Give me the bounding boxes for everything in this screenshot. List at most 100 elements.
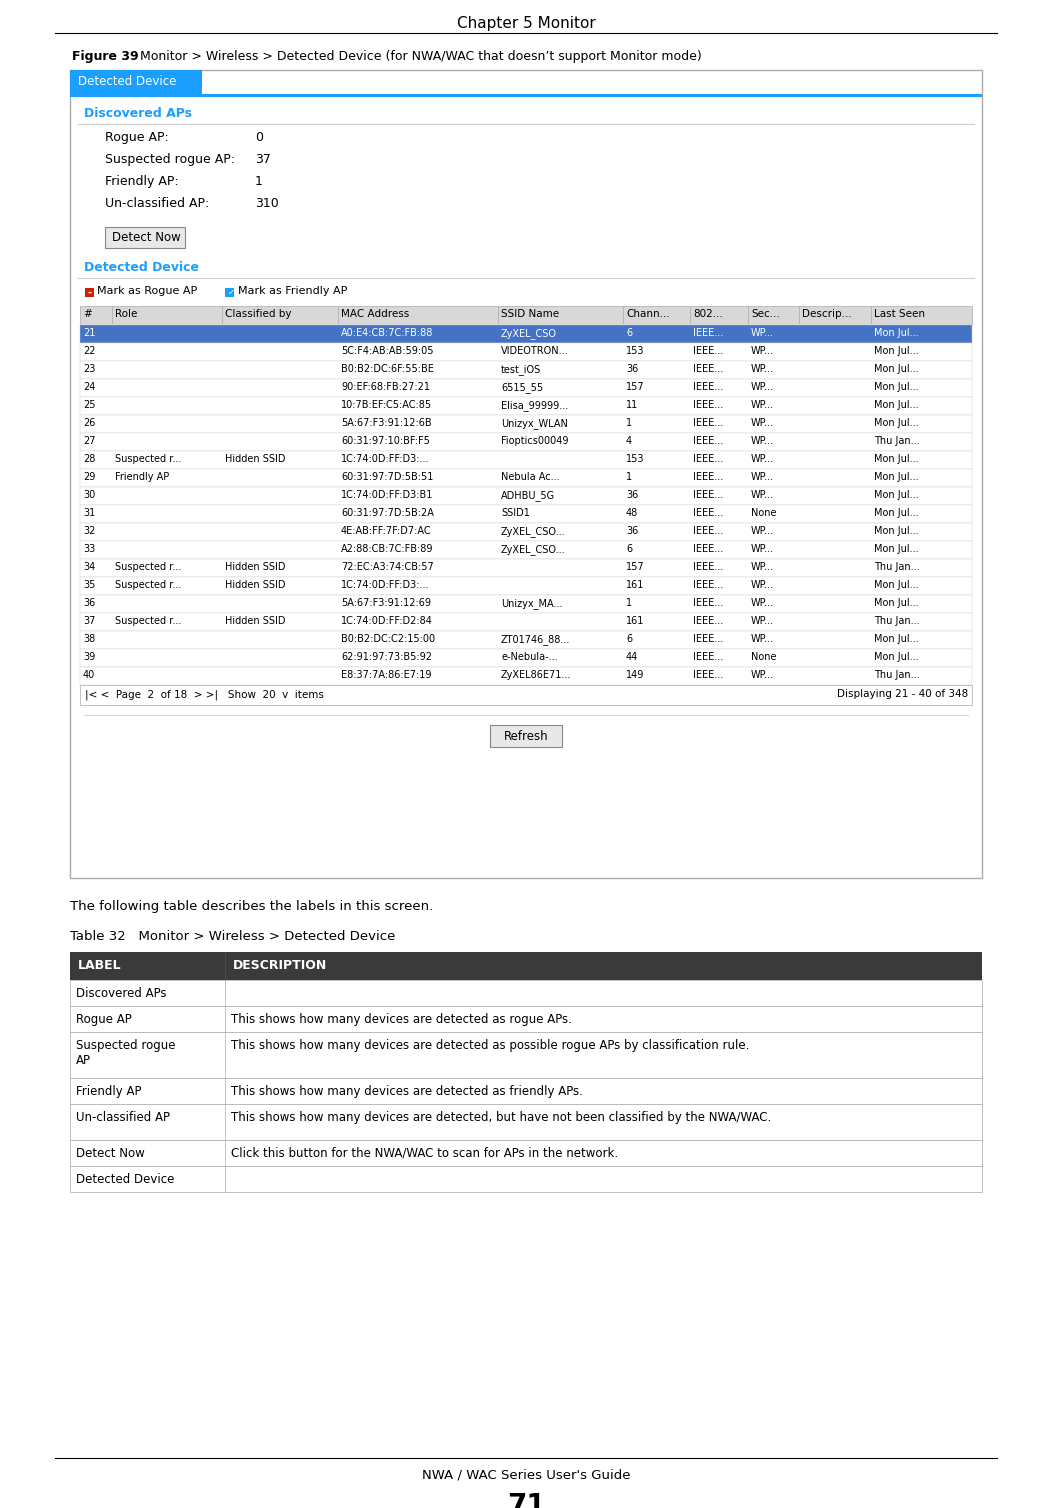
Text: 26: 26 [83,418,96,428]
Text: 25: 25 [83,400,96,410]
Bar [80,326,972,342]
Text: 157: 157 [626,382,645,392]
Text: Mon Jul...: Mon Jul... [874,544,918,553]
Text: 1: 1 [626,472,632,483]
Text: The following table describes the labels in this screen.: The following table describes the labels… [70,900,433,912]
Text: IEEE...: IEEE... [693,615,724,626]
Text: Mon Jul...: Mon Jul... [874,345,918,356]
Text: 28: 28 [83,454,96,464]
Text: Friendly AP: Friendly AP [76,1084,142,1098]
Text: Fioptics00049: Fioptics00049 [501,436,568,446]
Bar [80,559,972,578]
Text: IEEE...: IEEE... [693,418,724,428]
Text: 11: 11 [626,400,639,410]
Text: 24: 24 [83,382,96,392]
Text: 35: 35 [83,581,96,590]
Text: Table 32   Monitor > Wireless > Detected Device: Table 32 Monitor > Wireless > Detected D… [70,930,396,942]
Text: Detected Device: Detected Device [84,261,199,274]
Text: WP...: WP... [751,526,774,535]
Text: IEEE...: IEEE... [693,508,724,519]
Text: 5C:F4:AB:AB:59:05: 5C:F4:AB:AB:59:05 [341,345,433,356]
Text: 33: 33 [83,544,96,553]
Text: 60:31:97:7D:5B:51: 60:31:97:7D:5B:51 [341,472,433,483]
Text: e-Nebula-...: e-Nebula-... [501,651,558,662]
Text: WP...: WP... [751,670,774,680]
Text: 62:91:97:73:B5:92: 62:91:97:73:B5:92 [341,651,432,662]
Text: Unizyx_WLAN: Unizyx_WLAN [501,418,568,428]
Bar [80,433,972,451]
Text: Mon Jul...: Mon Jul... [874,418,918,428]
Text: 32: 32 [83,526,96,535]
Text: Rogue AP: Rogue AP [76,1013,132,1025]
Text: Mon Jul...: Mon Jul... [874,651,918,662]
Text: 21: 21 [83,329,96,338]
Text: Mon Jul...: Mon Jul... [874,599,918,608]
Text: 6: 6 [626,544,632,553]
Text: Mon Jul...: Mon Jul... [874,472,918,483]
Text: 149: 149 [626,670,645,680]
Text: Suspected rogue AP:: Suspected rogue AP: [105,152,235,166]
Text: SSID1: SSID1 [501,508,530,519]
Text: SSID Name: SSID Name [501,309,559,320]
Text: Discovered APs: Discovered APs [84,107,193,121]
Text: 1C:74:0D:FF:D3:...: 1C:74:0D:FF:D3:... [341,454,429,464]
Text: Displaying 21 - 40 of 348: Displaying 21 - 40 of 348 [836,689,968,700]
Text: WP...: WP... [751,615,774,626]
Text: ADHBU_5G: ADHBU_5G [501,490,555,501]
Bar [85,288,94,297]
Text: MAC Address: MAC Address [341,309,409,320]
Bar [80,360,972,379]
Text: LABEL: LABEL [78,959,122,973]
Text: 71: 71 [507,1491,545,1508]
Text: WP...: WP... [751,363,774,374]
Bar [80,487,972,505]
Text: ZyXEL_CSO...: ZyXEL_CSO... [501,526,566,537]
Text: Suspected rogue: Suspected rogue [76,1039,176,1053]
Bar [80,685,972,706]
Text: Un-classified AP:: Un-classified AP: [105,198,209,210]
Text: test_iOS: test_iOS [501,363,541,375]
Text: VIDEOTRON...: VIDEOTRON... [501,345,569,356]
Text: 22: 22 [83,345,96,356]
Text: 10:7B:EF:C5:AC:85: 10:7B:EF:C5:AC:85 [341,400,432,410]
Text: 44: 44 [626,651,639,662]
Text: This shows how many devices are detected as rogue APs.: This shows how many devices are detected… [231,1013,572,1025]
Text: 1: 1 [626,418,632,428]
Text: 30: 30 [83,490,96,501]
Bar [70,1104,982,1140]
Text: 38: 38 [83,633,96,644]
Text: Mon Jul...: Mon Jul... [874,454,918,464]
Text: 1C:74:0D:FF:D2:84: 1C:74:0D:FF:D2:84 [341,615,432,626]
Text: 0: 0 [255,131,263,143]
Bar [80,379,972,397]
Bar [70,1078,982,1104]
Text: IEEE...: IEEE... [693,472,724,483]
Bar [70,1166,982,1191]
Text: Mon Jul...: Mon Jul... [874,526,918,535]
Text: IEEE...: IEEE... [693,544,724,553]
Bar [70,69,982,878]
Text: Mark as Rogue AP: Mark as Rogue AP [97,287,198,296]
Text: B0:B2:DC:6F:55:BE: B0:B2:DC:6F:55:BE [341,363,433,374]
Text: Thu Jan...: Thu Jan... [874,615,919,626]
Text: 5A:67:F3:91:12:69: 5A:67:F3:91:12:69 [341,599,431,608]
Text: 40: 40 [83,670,96,680]
Text: WP...: WP... [751,633,774,644]
Text: IEEE...: IEEE... [693,454,724,464]
Bar [80,630,972,648]
Text: Mon Jul...: Mon Jul... [874,382,918,392]
Text: WP...: WP... [751,562,774,572]
Text: 153: 153 [626,454,645,464]
Text: This shows how many devices are detected as possible rogue APs by classification: This shows how many devices are detected… [231,1039,749,1053]
Text: IEEE...: IEEE... [693,345,724,356]
Text: Chann...: Chann... [626,309,670,320]
Text: WP...: WP... [751,418,774,428]
Text: 802...: 802... [693,309,723,320]
Text: IEEE...: IEEE... [693,382,724,392]
Text: 1C:74:0D:FF:D3:B1: 1C:74:0D:FF:D3:B1 [341,490,433,501]
Bar [80,648,972,667]
Bar [80,523,972,541]
Text: ZyXEL_CSO...: ZyXEL_CSO... [501,544,566,555]
Text: Suspected r...: Suspected r... [115,581,181,590]
Text: Chapter 5 Monitor: Chapter 5 Monitor [457,17,595,32]
